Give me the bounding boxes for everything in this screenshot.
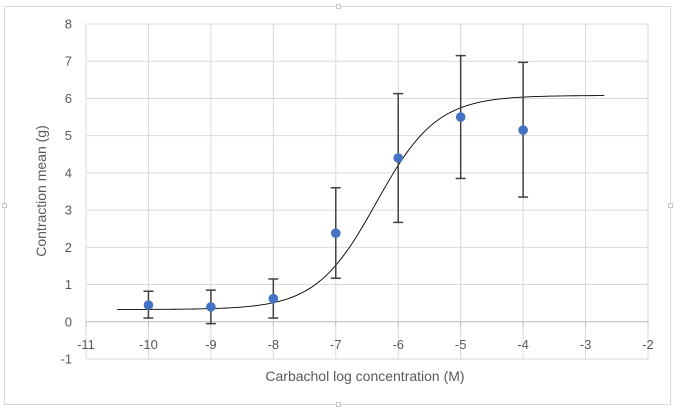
x-tick-label: -2 xyxy=(642,337,654,352)
fit-curve xyxy=(117,95,605,310)
x-tick-label: -7 xyxy=(330,337,342,352)
data-point xyxy=(330,228,341,238)
data-point xyxy=(393,153,404,163)
x-tick-label: -5 xyxy=(455,337,467,352)
x-tick-label: -10 xyxy=(139,337,158,352)
x-tick-label: -9 xyxy=(205,337,217,352)
data-point xyxy=(143,300,154,310)
x-tick-label: -8 xyxy=(268,337,280,352)
data-point xyxy=(518,125,528,135)
x-tick-label: -11 xyxy=(77,337,95,352)
data-point xyxy=(206,302,216,312)
resize-handle-right[interactable] xyxy=(668,203,673,208)
resize-handle-top[interactable] xyxy=(336,4,341,9)
y-tick-label: 4 xyxy=(65,165,72,180)
y-tick-label: 0 xyxy=(65,314,72,329)
data-point xyxy=(455,112,466,122)
data-point xyxy=(268,293,279,304)
y-tick-label: 1 xyxy=(65,277,72,292)
gridlines xyxy=(85,23,649,360)
x-axis-title: Carbachol log concentration (M) xyxy=(265,368,464,384)
data-points xyxy=(143,112,528,312)
y-tick-label: 5 xyxy=(65,128,72,143)
x-tick-label: -6 xyxy=(392,337,404,352)
resize-handle-left[interactable] xyxy=(2,203,7,208)
y-tick-label: -1 xyxy=(60,352,72,367)
y-tick-label: 6 xyxy=(65,91,72,106)
chart-frame xyxy=(4,6,671,405)
fit-curve-line xyxy=(117,95,605,310)
y-tick-label: 2 xyxy=(65,240,72,255)
y-axis-title: Contraction mean (g) xyxy=(33,125,49,257)
y-tick-label: 7 xyxy=(65,54,72,69)
y-tick-label: 8 xyxy=(65,17,72,32)
x-axis-line xyxy=(85,321,649,327)
x-tick-label: -3 xyxy=(580,337,592,352)
y-tick-labels: -1 0 1 2 3 4 5 6 7 8 xyxy=(60,17,72,367)
x-tick-labels: -11 -10 -9 -8 -7 -6 -5 -4 -3 -2 xyxy=(77,337,654,352)
x-tick-label: -4 xyxy=(517,337,529,352)
resize-handle-bottom[interactable] xyxy=(336,402,341,407)
y-tick-label: 3 xyxy=(65,203,72,218)
